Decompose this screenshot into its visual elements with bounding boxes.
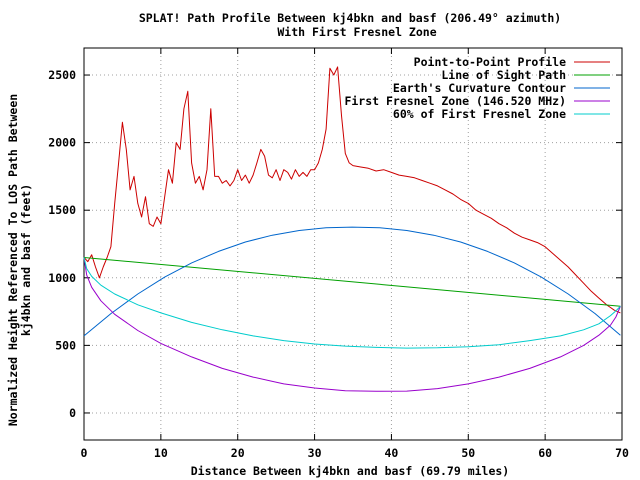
legend-label: Earth's Curvature Contour bbox=[393, 81, 566, 95]
y-axis-label-line2: kj4bkn and basf (feet) bbox=[19, 184, 33, 336]
x-tick-label: 0 bbox=[81, 446, 88, 460]
plot-frame bbox=[83, 47, 623, 441]
y-tick-label: 0 bbox=[69, 406, 76, 420]
chart-title: SPLAT! Path Profile Between kj4bkn and b… bbox=[139, 11, 561, 25]
series-line-point-to-point-profile bbox=[83, 66, 621, 314]
x-tick-label: 40 bbox=[384, 446, 398, 460]
series-line-line-of-sight-path bbox=[83, 257, 621, 307]
series-group bbox=[83, 66, 621, 392]
chart-subtitle: With First Fresnel Zone bbox=[277, 25, 436, 39]
series-line-earth-s-curvature-contour bbox=[83, 226, 621, 337]
legend-label: Point-to-Point Profile bbox=[414, 55, 566, 69]
x-tick-label: 30 bbox=[308, 446, 322, 460]
y-tick-label: 1500 bbox=[48, 203, 76, 217]
x-axis-label: Distance Between kj4bkn and basf (69.79 … bbox=[191, 464, 510, 478]
ticks: 0 10 20 30 40 50 60 70 0 500 1000 1500 2000 2500 bbox=[48, 48, 629, 460]
x-tick-label: 20 bbox=[231, 446, 245, 460]
y-tick-label: 2000 bbox=[48, 136, 76, 150]
legend-label: 60% of First Fresnel Zone bbox=[393, 107, 566, 121]
x-tick-label: 10 bbox=[154, 446, 168, 460]
y-tick-label: 1000 bbox=[48, 271, 76, 285]
series-line-first-fresnel-zone-146-520-mhz bbox=[83, 257, 621, 392]
legend-label: Line of Sight Path bbox=[441, 68, 566, 82]
y-axis-label-line1: Normalized Height Referenced To LOS Path… bbox=[6, 94, 20, 426]
x-tick-label: 70 bbox=[615, 446, 629, 460]
x-tick-label: 60 bbox=[538, 446, 552, 460]
series-line-60-of-first-fresnel-zone bbox=[83, 257, 621, 349]
x-tick-label: 50 bbox=[461, 446, 475, 460]
legend-label: First Fresnel Zone (146.520 MHz) bbox=[344, 94, 566, 108]
y-tick-label: 2500 bbox=[48, 68, 76, 82]
y-tick-label: 500 bbox=[55, 338, 76, 352]
